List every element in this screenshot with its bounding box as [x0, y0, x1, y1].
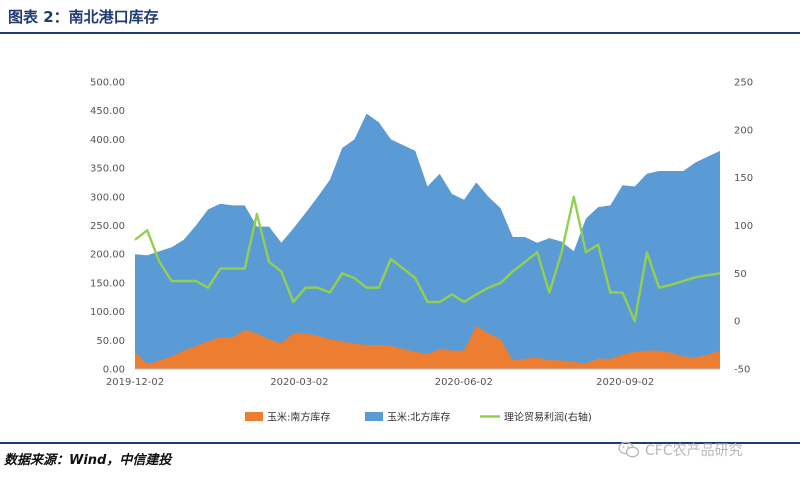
y-right-tick-label: 50: [734, 269, 747, 280]
legend-swatch: [245, 412, 263, 421]
y-left-tick-label: 400.00: [90, 135, 125, 146]
axes: 0.00 50.00 100.00 150.00 200.00 250.00 300.00 3…: [90, 78, 753, 389]
legend-item: 玉米:南方库存: [245, 411, 330, 424]
y-right-tick-label: 200: [734, 125, 753, 136]
legend-item: 理论贸易利润(右轴): [480, 411, 592, 424]
y-left-tick-label: 450.00: [90, 106, 125, 117]
y-left-tick-label: 50.00: [96, 336, 125, 347]
legend: 玉米:南方库存 玉米:北方库存 理论贸易利润(右轴): [245, 411, 592, 424]
y-right-tick-label: -50: [734, 365, 750, 376]
legend-label: 玉米:北方库存: [387, 411, 450, 424]
y-right-tick-label: 100: [734, 221, 753, 232]
x-tick-label: 2020-06-02: [435, 377, 493, 388]
legend-swatch: [365, 412, 383, 421]
watermark-text: CFC农产品研究: [645, 443, 743, 459]
source-rule: [0, 442, 800, 444]
plot-area: [134, 113, 721, 369]
title-rule: [0, 32, 800, 34]
legend-item: 玉米:北方库存: [365, 411, 450, 424]
legend-label: 玉米:南方库存: [267, 411, 330, 424]
y-right-tick-label: 150: [734, 173, 753, 184]
y-left-tick-label: 300.00: [90, 192, 125, 203]
series-south-inventory-area: [135, 325, 720, 369]
y-left-tick-label: 150.00: [90, 278, 125, 289]
y-left-tick-label: 500.00: [90, 78, 125, 89]
y-right-tick-label: 0: [734, 317, 740, 328]
source-note: 数据来源：Wind，中信建投: [4, 453, 172, 468]
y-left-tick-label: 0.00: [103, 365, 125, 376]
y-left-tick-label: 350.00: [90, 164, 125, 175]
watermark: CFC农产品研究: [618, 440, 743, 460]
legend-label: 理论贸易利润(右轴): [504, 411, 592, 424]
figure-title: 图表 2：南北港口库存: [8, 8, 159, 26]
x-tick-label: 2020-03-02: [270, 377, 328, 388]
series-trade-profit-line: [134, 195, 721, 323]
series-north-inventory-area: [135, 113, 720, 369]
x-tick-label: 2020-09-02: [596, 377, 654, 388]
wechat-icon: [618, 441, 640, 458]
y-left-tick-label: 200.00: [90, 250, 125, 261]
y-left-tick-label: 100.00: [90, 307, 125, 318]
y-right-tick-label: 250: [734, 78, 753, 89]
x-tick-label: 2019-12-02: [106, 377, 164, 388]
y-left-tick-label: 250.00: [90, 221, 125, 232]
